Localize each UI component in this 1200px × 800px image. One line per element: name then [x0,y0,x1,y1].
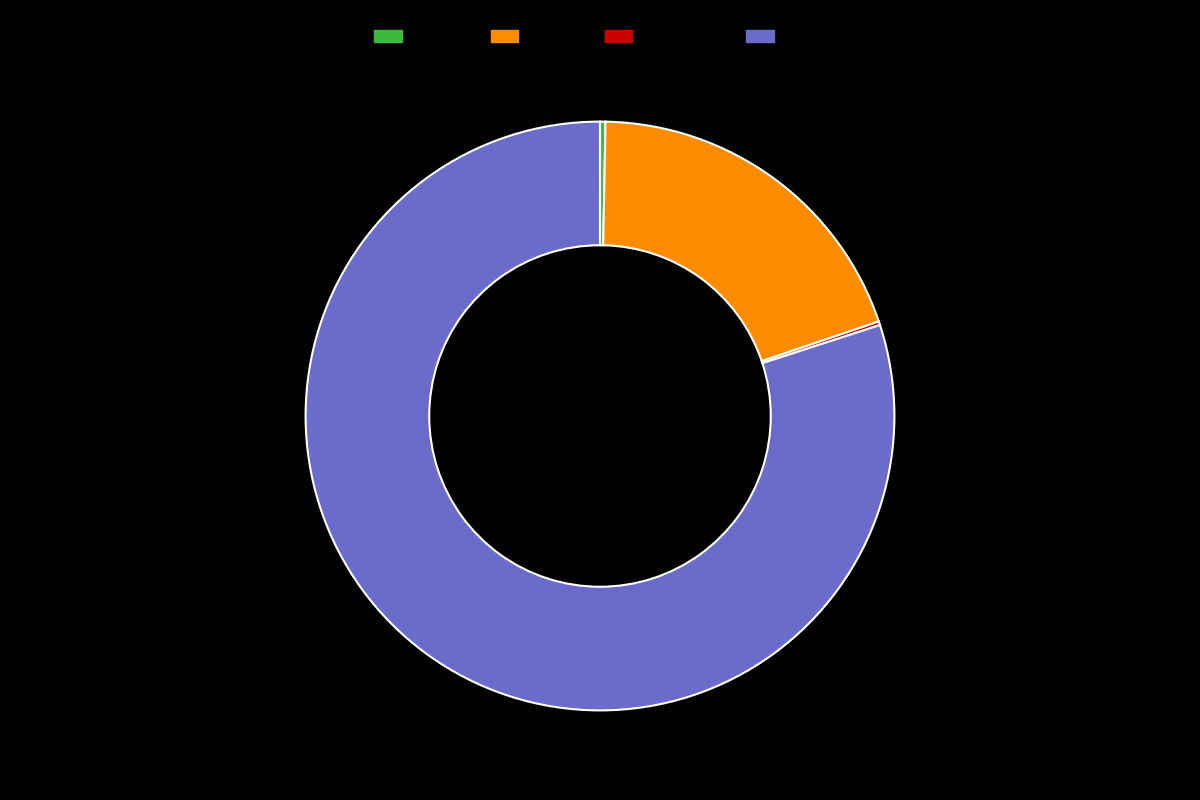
Wedge shape [306,122,894,710]
Wedge shape [600,122,606,246]
Legend: All Levels, Beginner, Intermediate, Expert: All Levels, Beginner, Intermediate, Expe… [370,26,830,48]
Wedge shape [762,322,880,363]
Wedge shape [604,122,878,361]
